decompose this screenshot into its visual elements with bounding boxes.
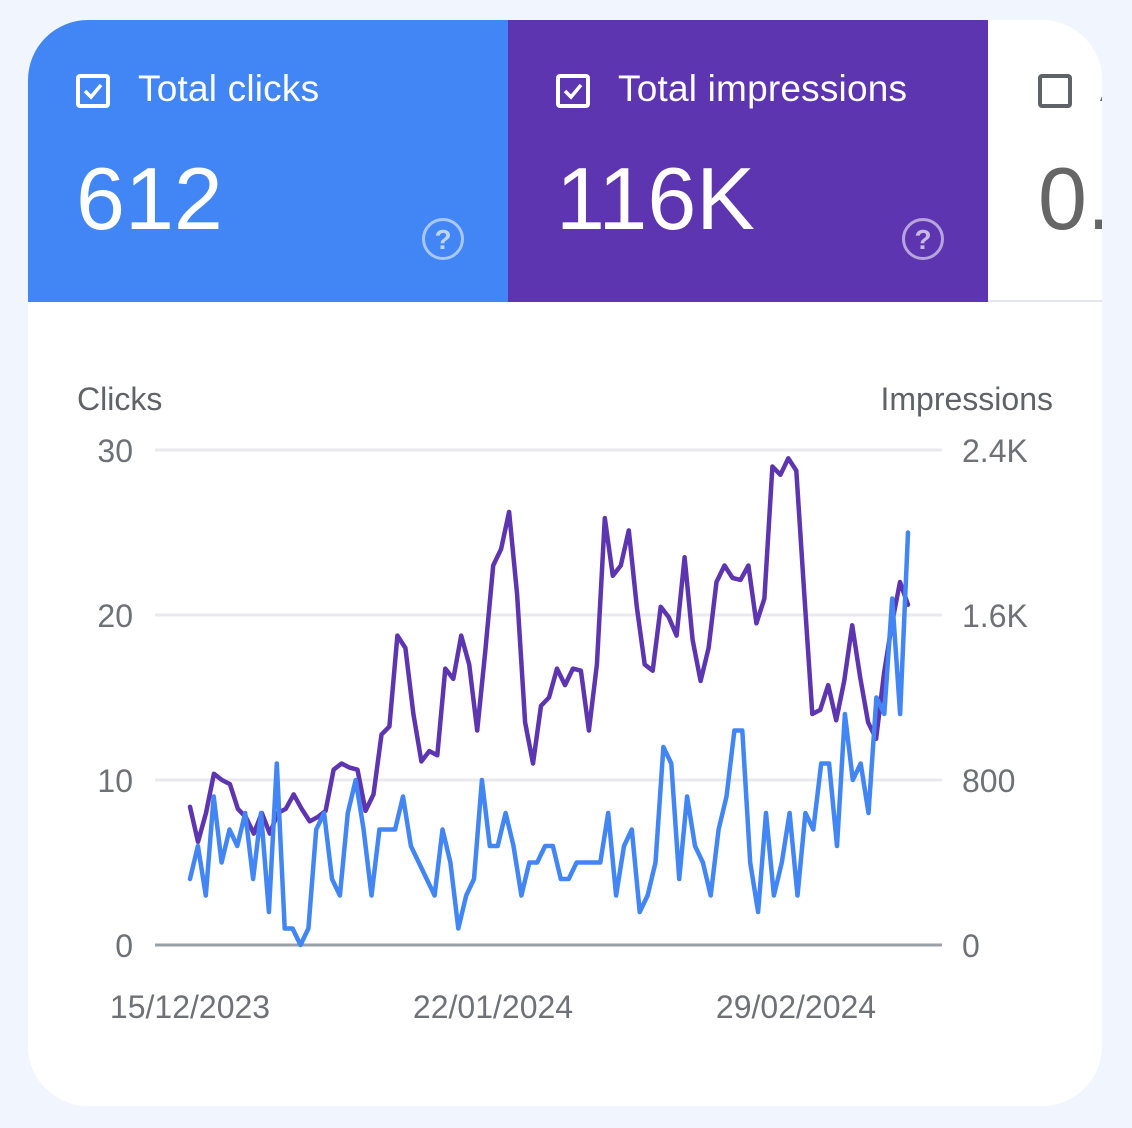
right-axis-title: Impressions bbox=[881, 381, 1054, 417]
third-metric-value: 0. bbox=[1038, 149, 1102, 248]
performance-card: Total clicks 612 ? Total impressions 116… bbox=[28, 20, 1102, 1106]
right-tick-label: 2.4K bbox=[962, 433, 1028, 469]
total-impressions-tab[interactable]: Total impressions 116K ? bbox=[508, 20, 988, 302]
series-lines bbox=[187, 456, 911, 948]
axis-ticks: 0 0 10 800 20 1.6K 30 2.4K 15/12/2023 22/01/2024 2… bbox=[97, 433, 1027, 1025]
right-tick-label: 0 bbox=[962, 928, 980, 964]
left-tick-label: 0 bbox=[115, 928, 133, 964]
x-tick-label: 22/01/2024 bbox=[413, 989, 573, 1025]
total-clicks-label: Total clicks bbox=[138, 68, 320, 109]
total-clicks-value: 612 bbox=[76, 149, 223, 248]
total-impressions-label: Total impressions bbox=[618, 68, 908, 109]
x-tick-label: 15/12/2023 bbox=[110, 989, 270, 1025]
third-metric-tab[interactable]: A 0. bbox=[988, 20, 1102, 302]
left-tick-label: 20 bbox=[97, 598, 133, 634]
left-tick-label: 30 bbox=[97, 433, 133, 469]
right-tick-label: 1.6K bbox=[962, 598, 1028, 634]
total-impressions-checkbox[interactable] bbox=[556, 74, 590, 108]
impressions-series-line bbox=[187, 456, 911, 845]
grid-lines bbox=[155, 448, 942, 947]
total-impressions-value: 116K bbox=[556, 149, 755, 248]
check-icon bbox=[563, 83, 583, 100]
check-icon bbox=[83, 83, 103, 100]
total-clicks-checkbox[interactable] bbox=[76, 74, 110, 108]
clicks-series-line bbox=[187, 530, 911, 948]
help-icon[interactable]: ? bbox=[422, 218, 464, 260]
third-metric-label: A bbox=[1100, 68, 1102, 110]
help-icon[interactable]: ? bbox=[902, 218, 944, 260]
total-clicks-tab[interactable]: Total clicks 612 ? bbox=[28, 20, 508, 302]
left-tick-label: 10 bbox=[97, 763, 133, 799]
right-tick-label: 800 bbox=[962, 763, 1015, 799]
metric-tabs: Total clicks 612 ? Total impressions 116… bbox=[28, 20, 1102, 302]
x-tick-label: 29/02/2024 bbox=[716, 989, 876, 1025]
left-axis-title: Clicks bbox=[77, 381, 162, 417]
third-metric-checkbox[interactable] bbox=[1038, 74, 1072, 108]
